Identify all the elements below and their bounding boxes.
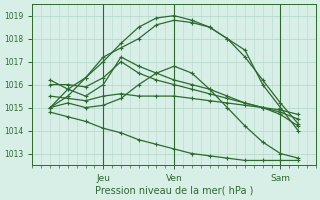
X-axis label: Pression niveau de la mer( hPa ): Pression niveau de la mer( hPa ): [95, 186, 253, 196]
